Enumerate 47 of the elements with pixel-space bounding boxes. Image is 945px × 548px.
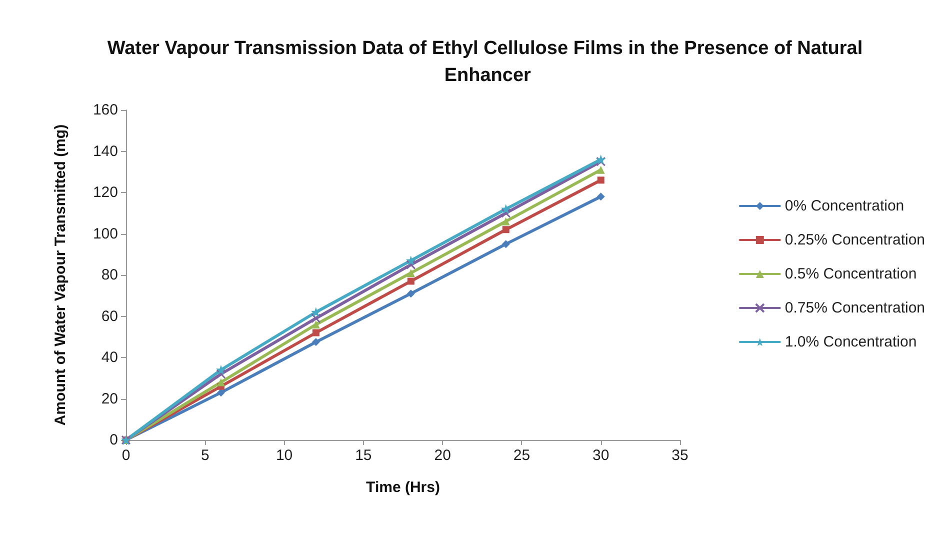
legend-label: 1.0% Concentration <box>784 334 917 350</box>
y-tick-label: 20 <box>101 390 118 408</box>
x-tick-label: 20 <box>434 447 451 464</box>
point <box>502 217 510 226</box>
x-tick-label: 10 <box>276 447 293 464</box>
x-tick-label: 35 <box>672 447 688 464</box>
point <box>406 290 415 298</box>
point <box>311 314 321 324</box>
point <box>406 260 416 270</box>
x-tick-label: 15 <box>355 447 372 464</box>
point <box>312 320 320 328</box>
y-tick-label: 40 <box>101 349 118 366</box>
x-axis-title: Time (Hrs) <box>366 479 440 496</box>
point <box>597 176 604 184</box>
x-tick-label: 25 <box>513 447 530 464</box>
point <box>312 338 320 346</box>
point <box>216 369 226 379</box>
point <box>596 166 605 174</box>
y-tick-label: 160 <box>92 102 118 118</box>
point <box>502 226 510 234</box>
point <box>310 307 321 318</box>
point <box>500 204 511 214</box>
y-axis-title: Amount of Water Vapour Transmitted (mg) <box>52 124 69 426</box>
chart-title: Water Vapour Transmission Data of Ethyl Cellulose Films in the Presence of Natural Enhancer <box>107 38 863 86</box>
legend-label: 0.5% Concentration <box>784 266 917 282</box>
x-tick-label: 30 <box>592 447 610 464</box>
y-tick-label: 140 <box>92 142 118 160</box>
y-tick-label: 0 <box>110 432 118 448</box>
point <box>406 268 415 277</box>
legend-label: 0% Concentration <box>784 198 904 214</box>
point <box>406 256 416 266</box>
y-tick-label: 80 <box>101 266 118 284</box>
point <box>312 329 320 336</box>
point <box>596 192 605 201</box>
point <box>407 278 414 285</box>
legend-label: 0.75% Concentration <box>784 300 926 316</box>
x-tick-label: 0 <box>122 447 130 464</box>
point <box>502 240 510 248</box>
x-tick-label: 5 <box>200 447 210 464</box>
point <box>216 378 225 386</box>
point <box>216 388 225 397</box>
point <box>501 208 511 218</box>
legend-label: 0.25% Concentration <box>784 232 926 248</box>
y-tick-label: 120 <box>92 184 118 201</box>
point <box>216 364 226 375</box>
y-tick-label: 60 <box>101 308 118 325</box>
y-tick-label: 100 <box>92 225 118 242</box>
